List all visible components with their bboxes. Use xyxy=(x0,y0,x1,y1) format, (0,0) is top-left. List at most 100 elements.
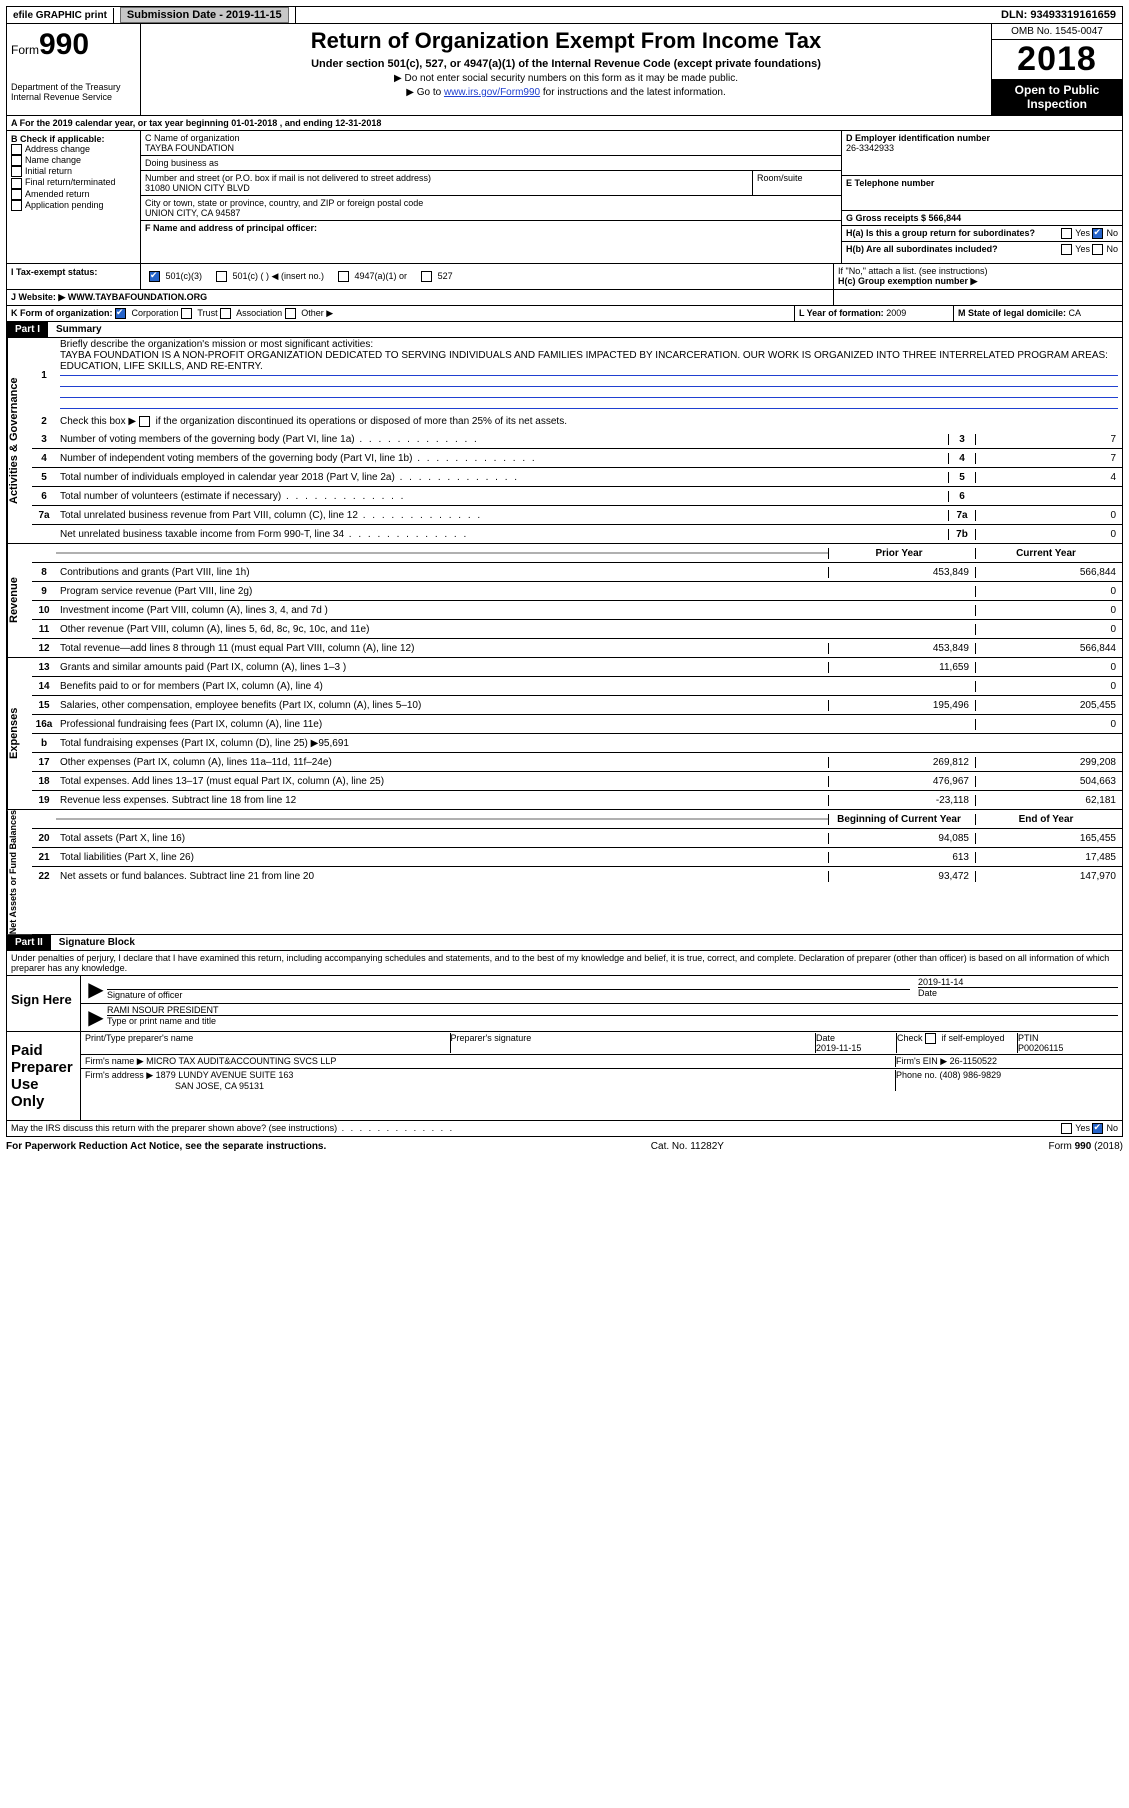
irs: Internal Revenue Service xyxy=(11,92,136,102)
preparer-sig-hdr: Preparer's signature xyxy=(451,1033,817,1053)
preparer-ptin: PTINP00206115 xyxy=(1018,1033,1118,1053)
form-line: 22Net assets or fund balances. Subtract … xyxy=(32,867,1122,885)
side-revenue: Revenue xyxy=(7,544,32,657)
form-line: 16aProfessional fundraising fees (Part I… xyxy=(32,715,1122,734)
dept-treasury: Department of the Treasury xyxy=(11,82,136,92)
paid-preparer-block: Paid Preparer Use Only Print/Type prepar… xyxy=(6,1032,1123,1121)
preparer-date: Date2019-11-15 xyxy=(816,1033,897,1053)
h-b-yesno: Yes No xyxy=(1057,242,1122,257)
discuss-text: May the IRS discuss this return with the… xyxy=(7,1121,1057,1136)
firm-name: Firm's name ▶ MICRO TAX AUDIT&ACCOUNTING… xyxy=(85,1056,896,1067)
signature-of-officer: Signature of officer xyxy=(107,989,910,1000)
k-form-org: K Form of organization: Corporation Trus… xyxy=(7,306,795,321)
section-d-h: D Employer identification number 26-3342… xyxy=(842,131,1122,263)
tax-year: 2018 xyxy=(992,40,1122,79)
submission-date-button[interactable]: Submission Date - 2019-11-15 xyxy=(120,7,289,23)
form-line: 21Total liabilities (Part X, line 26)613… xyxy=(32,848,1122,867)
b-opt-pending: Application pending xyxy=(11,200,136,211)
form-line: 6Total number of volunteers (estimate if… xyxy=(32,487,1122,506)
line-k-l-m: K Form of organization: Corporation Trus… xyxy=(6,306,1123,322)
form-line: bTotal fundraising expenses (Part IX, co… xyxy=(32,734,1122,753)
form-line: 19Revenue less expenses. Subtract line 1… xyxy=(32,791,1122,809)
form-line: 17Other expenses (Part IX, column (A), l… xyxy=(32,753,1122,772)
dln: DLN: 93493319161659 xyxy=(995,7,1122,23)
subhead-2: Do not enter social security numbers on … xyxy=(151,73,981,84)
form-line: 14Benefits paid to or for members (Part … xyxy=(32,677,1122,696)
m-state: M State of legal domicile: CA xyxy=(954,306,1122,321)
line1: Briefly describe the organization's miss… xyxy=(56,338,1122,412)
e-phone: E Telephone number xyxy=(842,176,1122,210)
b-label: B Check if applicable: xyxy=(11,134,136,144)
form-title: Return of Organization Exempt From Incom… xyxy=(151,28,981,54)
header-mid: Return of Organization Exempt From Incom… xyxy=(141,24,992,115)
activities-block: Activities & Governance 1 Briefly descri… xyxy=(6,338,1123,544)
form-line: 9Program service revenue (Part VIII, lin… xyxy=(32,582,1122,601)
d-ein: D Employer identification number 26-3342… xyxy=(842,131,1122,175)
hdr-begin-year: Beginning of Current Year xyxy=(828,814,975,825)
sign-here-block: Sign Here ▶ Signature of officer 2019-11… xyxy=(6,976,1123,1032)
footer-mid: Cat. No. 11282Y xyxy=(651,1141,724,1152)
form-line: 12Total revenue—add lines 8 through 11 (… xyxy=(32,639,1122,657)
netassets-block: Net Assets or Fund Balances Beginning of… xyxy=(6,810,1123,935)
part2-title: Signature Block xyxy=(51,935,143,950)
part1-title: Summary xyxy=(48,322,110,337)
j-website: J Website: ▶ WWW.TAYBAFOUNDATION.ORG xyxy=(7,290,834,305)
side-activities: Activities & Governance xyxy=(7,338,32,543)
part1-label: Part I xyxy=(7,322,48,337)
form990-link[interactable]: www.irs.gov/Form990 xyxy=(444,87,540,98)
footer-right: Form 990 (2018) xyxy=(1049,1141,1123,1152)
arrow-icon: ▶ xyxy=(85,977,107,1002)
h-ifno-c: If "No," attach a list. (see instruction… xyxy=(834,264,1122,289)
preparer-selfemp: Check if self-employed xyxy=(897,1033,1018,1053)
part2-label: Part II xyxy=(7,935,51,950)
h-a: H(a) Is this a group return for subordin… xyxy=(842,226,1057,241)
header-left: Form990 Department of the Treasury Inter… xyxy=(7,24,141,115)
revenue-block: Revenue Prior Year Current Year 8Contrib… xyxy=(6,544,1123,658)
expenses-block: Expenses 13Grants and similar amounts pa… xyxy=(6,658,1123,810)
section-b-to-g: B Check if applicable: Address change Na… xyxy=(6,131,1123,264)
form-line: 10Investment income (Part VIII, column (… xyxy=(32,601,1122,620)
b-opt-final: Final return/terminated xyxy=(11,177,136,188)
h-a-yesno: Yes No xyxy=(1057,226,1122,241)
part2-header: Part II Signature Block xyxy=(6,935,1123,951)
firm-address: Firm's address ▶ 1879 LUNDY AVENUE SUITE… xyxy=(85,1070,896,1091)
subhead-3: Go to www.irs.gov/Form990 for instructio… xyxy=(151,87,981,98)
form-line: 7aTotal unrelated business revenue from … xyxy=(32,506,1122,525)
header-right: OMB No. 1545-0047 2018 Open to Public In… xyxy=(992,24,1122,115)
h-b: H(b) Are all subordinates included? xyxy=(842,242,1057,257)
l-year: L Year of formation: 2009 xyxy=(795,306,954,321)
c-room: Room/suite xyxy=(753,171,841,195)
line2: Check this box ▶ if the organization dis… xyxy=(56,415,1122,428)
line-a-text: A For the 2019 calendar year, or tax yea… xyxy=(7,116,1122,130)
form-line: Net unrelated business taxable income fr… xyxy=(32,525,1122,543)
c-name: C Name of organization TAYBA FOUNDATION xyxy=(141,131,841,155)
i-options: 501(c)(3) 501(c) ( ) ◀ (insert no.) 4947… xyxy=(141,264,834,289)
efile-label: efile GRAPHIC print xyxy=(7,8,114,23)
submission-date-cell: Submission Date - 2019-11-15 xyxy=(114,7,296,23)
c-street: Number and street (or P.O. box if mail i… xyxy=(141,171,753,195)
discuss-yesno: Yes No xyxy=(1057,1121,1122,1136)
topbar: efile GRAPHIC print Submission Date - 20… xyxy=(6,6,1123,24)
form-line: 15Salaries, other compensation, employee… xyxy=(32,696,1122,715)
line-a: A For the 2019 calendar year, or tax yea… xyxy=(6,116,1123,131)
footer: For Paperwork Reduction Act Notice, see … xyxy=(6,1141,1123,1152)
form-line: 11Other revenue (Part VIII, column (A), … xyxy=(32,620,1122,639)
subhead-1: Under section 501(c), 527, or 4947(a)(1)… xyxy=(151,58,981,70)
hdr-current-year: Current Year xyxy=(975,548,1122,559)
form-line: 8Contributions and grants (Part VIII, li… xyxy=(32,563,1122,582)
firm-ein: Firm's EIN ▶ 26-1150522 xyxy=(896,1056,1118,1067)
form-line: 3Number of voting members of the governi… xyxy=(32,430,1122,449)
form-header: Form990 Department of the Treasury Inter… xyxy=(6,24,1123,116)
part1-header: Part I Summary xyxy=(6,322,1123,338)
paid-preparer-label: Paid Preparer Use Only xyxy=(7,1032,81,1120)
form-line: 4Number of independent voting members of… xyxy=(32,449,1122,468)
line-j: J Website: ▶ WWW.TAYBAFOUNDATION.ORG xyxy=(6,290,1123,306)
g-gross: G Gross receipts $ 566,844 xyxy=(842,211,1122,225)
b-opt-amended: Amended return xyxy=(11,189,136,200)
f-officer: F Name and address of principal officer: xyxy=(141,221,841,263)
officer-name: RAMI NSOUR PRESIDENT xyxy=(107,1005,1118,1015)
line-i: I Tax-exempt status: 501(c)(3) 501(c) ( … xyxy=(6,264,1123,290)
discuss-line: May the IRS discuss this return with the… xyxy=(6,1121,1123,1137)
sign-here-label: Sign Here xyxy=(7,976,81,1031)
form-line: 20Total assets (Part X, line 16)94,08516… xyxy=(32,829,1122,848)
